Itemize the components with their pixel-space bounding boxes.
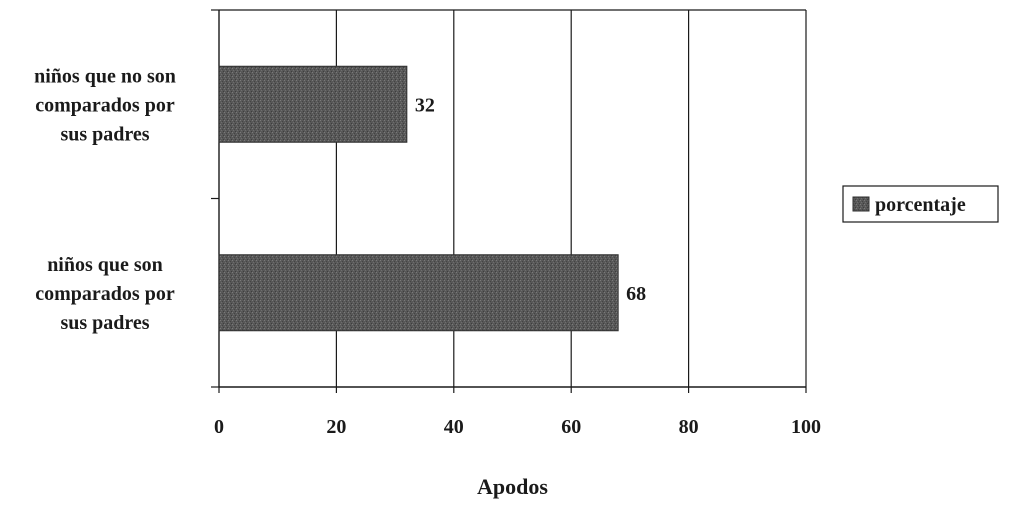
x-tick-label: 20 <box>326 416 346 438</box>
category-label: comparados por <box>35 94 175 116</box>
category-label: comparados por <box>35 283 175 305</box>
x-tick-label: 0 <box>214 416 224 438</box>
category-label: sus padres <box>60 123 149 145</box>
category-label: niños que no son <box>34 65 176 87</box>
x-tick-label: 100 <box>791 416 821 438</box>
category-label: sus padres <box>60 312 149 334</box>
x-tick-label: 80 <box>679 416 699 438</box>
bar <box>218 65 408 143</box>
x-tick-label: 40 <box>444 416 464 438</box>
bar-value-label: 32 <box>415 94 435 116</box>
x-axis-title: Apodos <box>477 474 548 499</box>
legend-swatch <box>852 196 870 212</box>
x-tick-label: 60 <box>561 416 581 438</box>
category-label: niños que son <box>47 254 163 276</box>
legend-label: porcentaje <box>875 194 966 216</box>
bar <box>218 254 619 332</box>
bar-value-label: 68 <box>626 283 646 305</box>
